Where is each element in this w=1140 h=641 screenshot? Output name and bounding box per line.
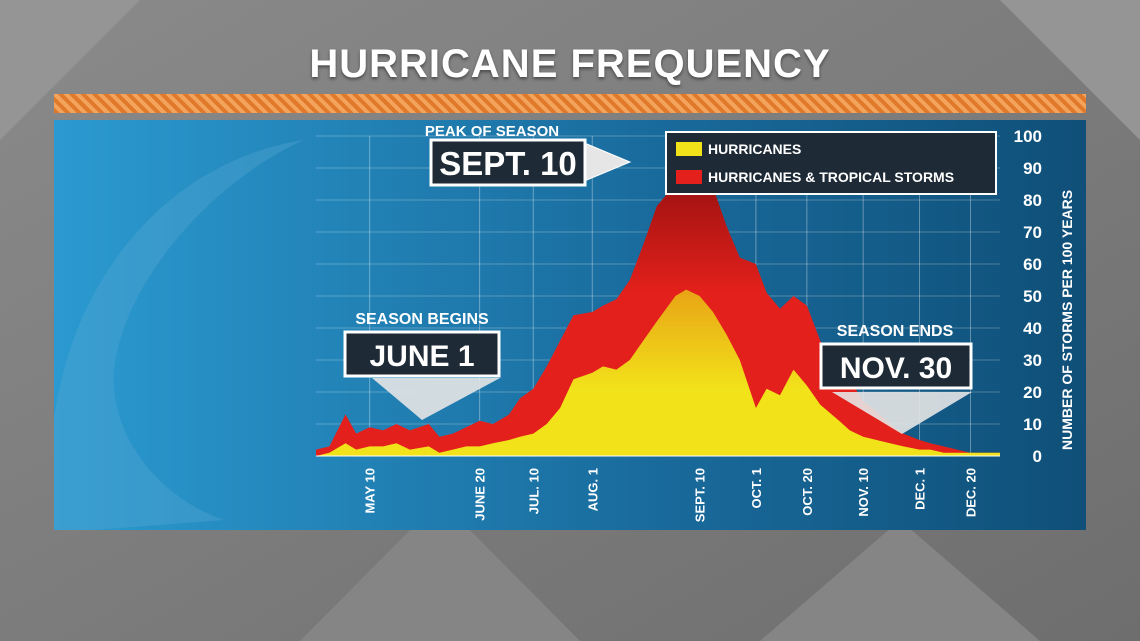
x-tick-label: OCT. 20 [800, 468, 815, 516]
begins-caption: SEASON BEGINS [355, 311, 489, 328]
legend-swatch-hurricanes [676, 142, 702, 156]
chart-panel: MAY 10 JUNE 20 JUL. 10 AUG. 1 SEPT. 10 OCT. 1… [54, 120, 1086, 530]
x-axis-labels: MAY 10 JUNE 20 JUL. 10 AUG. 1 SEPT. 10 OCT. 1… [363, 468, 979, 522]
peak-callout: PEAK OF SEASON SEPT. 10 [425, 123, 632, 187]
area-hurricanes [316, 289, 1000, 456]
peak-date: SEPT. 10 [439, 145, 577, 182]
x-tick-label: DEC. 1 [913, 468, 928, 510]
y-axis-labels: 0 10 20 30 40 50 60 70 80 90 100 [1014, 127, 1042, 466]
x-tick-label: JUL. 10 [526, 468, 541, 514]
y-tick-label: 90 [1023, 159, 1042, 178]
legend-label-all-storms: HURRICANES & TROPICAL STORMS [708, 169, 954, 185]
x-tick-label: SEPT. 10 [693, 468, 708, 522]
x-tick-label: DEC. 20 [964, 468, 979, 517]
ends-caption: SEASON ENDS [837, 323, 954, 340]
begins-date: JUNE 1 [369, 340, 474, 373]
decorative-stripe [54, 94, 1086, 113]
x-tick-label: AUG. 1 [585, 468, 600, 511]
x-tick-label: MAY 10 [363, 468, 378, 514]
ends-date: NOV. 30 [840, 352, 952, 385]
season-begins-callout: SEASON BEGINS JUNE 1 [343, 311, 501, 420]
legend-label-hurricanes: HURRICANES [708, 141, 801, 157]
y-tick-label: 100 [1014, 127, 1042, 146]
legend-swatch-all-storms [676, 170, 702, 184]
storm-swirl-decoration [54, 140, 304, 530]
y-tick-label: 0 [1033, 447, 1042, 466]
y-axis-title: NUMBER OF STORMS PER 100 YEARS [1059, 190, 1075, 450]
season-ends-callout: SEASON ENDS NOV. 30 [819, 323, 973, 434]
y-tick-label: 60 [1023, 255, 1042, 274]
y-tick-label: 10 [1023, 415, 1042, 434]
y-tick-label: 40 [1023, 319, 1042, 338]
y-tick-label: 70 [1023, 223, 1042, 242]
y-tick-label: 50 [1023, 287, 1042, 306]
legend: HURRICANES HURRICANES & TROPICAL STORMS [665, 131, 997, 195]
page-title: HURRICANE FREQUENCY [309, 42, 831, 86]
x-tick-label: OCT. 1 [749, 468, 764, 508]
x-tick-label: JUNE 20 [473, 468, 488, 521]
y-tick-label: 20 [1023, 383, 1042, 402]
y-tick-label: 80 [1023, 191, 1042, 210]
x-tick-label: NOV. 10 [856, 468, 871, 517]
peak-caption: PEAK OF SEASON [425, 123, 559, 140]
y-tick-label: 30 [1023, 351, 1042, 370]
